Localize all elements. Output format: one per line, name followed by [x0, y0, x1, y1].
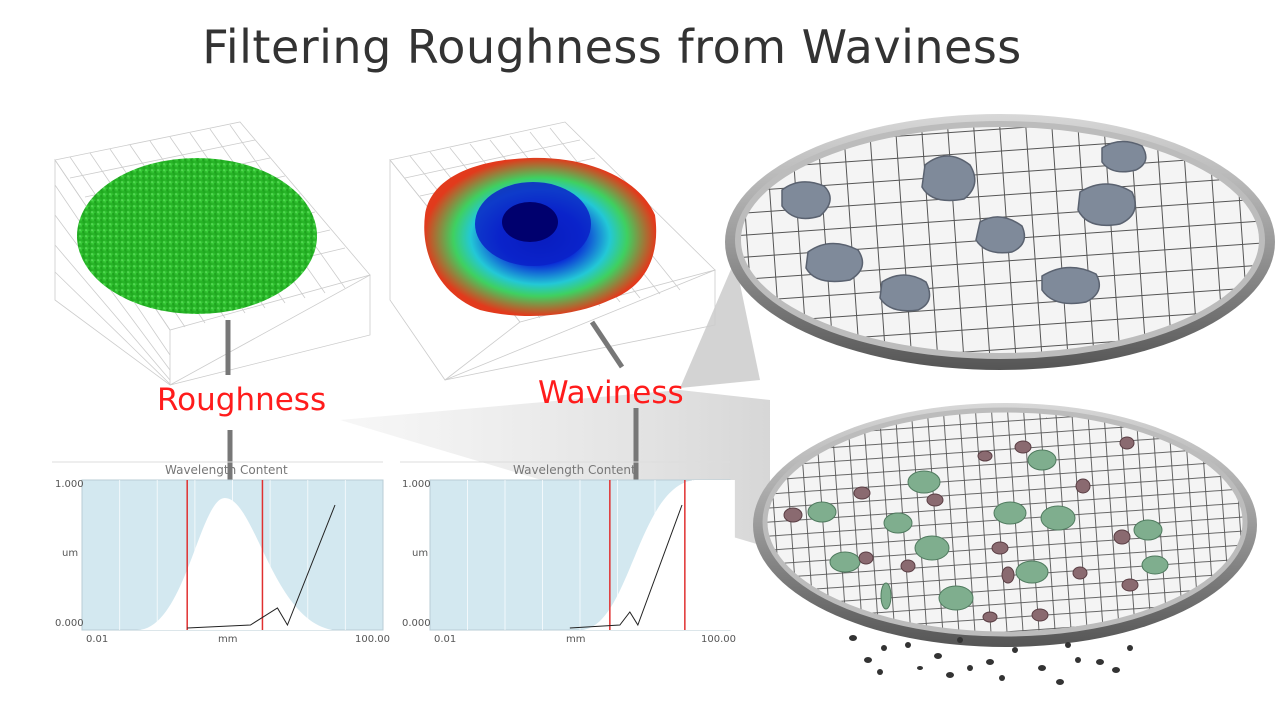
chart-title: Wavelength Content: [513, 463, 636, 477]
waviness-label: Waviness: [538, 375, 684, 411]
fine-particles: [849, 635, 1133, 685]
response-line: [187, 504, 336, 629]
waviness-wavelength-chart: [400, 461, 735, 631]
x-tick-left: 0.01: [434, 634, 457, 645]
x-tick-right: 100.00: [701, 634, 736, 645]
x-tick-left: 0.01: [86, 634, 109, 645]
y-tick-bottom: 0.000: [402, 618, 431, 629]
y-tick-bottom: 0.000: [55, 618, 84, 629]
sieve-with-stones-icon: [725, 114, 1275, 370]
passband-area: [579, 480, 735, 630]
x-axis-label: mm: [218, 634, 238, 645]
roughness-wavelength-chart: [52, 461, 384, 631]
roughness-surface: [77, 158, 317, 314]
x-axis-label: mm: [566, 634, 586, 645]
waviness-pointer: [589, 320, 625, 369]
passband-area: [137, 498, 333, 630]
y-tick-top: 1.000: [55, 479, 84, 490]
page-title: Filtering Roughness from Waviness: [202, 20, 1022, 74]
y-tick-top: 1.000: [402, 479, 431, 490]
x-tick-right: 100.00: [355, 634, 390, 645]
y-axis-label: um: [62, 548, 79, 559]
sieve-with-pebbles-icon: [753, 403, 1257, 647]
roughness-label: Roughness: [157, 382, 327, 418]
response-line: [569, 504, 683, 629]
waviness-pit-center: [502, 202, 558, 242]
zoom-fan: [680, 260, 760, 388]
chart-title: Wavelength Content: [165, 463, 288, 477]
y-axis-label: um: [412, 548, 429, 559]
